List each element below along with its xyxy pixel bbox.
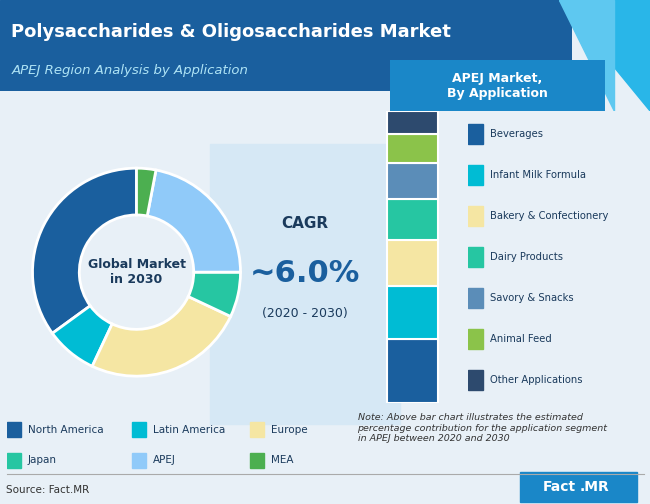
Bar	[387, 163, 438, 199]
Bar	[520, 472, 637, 502]
Text: Global Market
in 2030: Global Market in 2030	[88, 258, 185, 286]
Text: Bakery & Confectionery: Bakery & Confectionery	[490, 211, 608, 221]
Bar	[468, 247, 482, 267]
Text: (2020 - 2030): (2020 - 2030)	[262, 307, 348, 321]
Bar	[250, 422, 264, 437]
Bar	[468, 165, 482, 185]
Text: MEA: MEA	[271, 456, 294, 466]
Text: Latin America: Latin America	[153, 425, 226, 435]
Wedge shape	[136, 168, 156, 216]
Bar	[468, 206, 482, 226]
Text: Dairy Products: Dairy Products	[490, 252, 563, 262]
Wedge shape	[188, 272, 240, 317]
Bar	[387, 134, 438, 163]
Text: ~6.0%: ~6.0%	[250, 260, 360, 288]
Bar	[468, 369, 482, 390]
Text: .MR: .MR	[579, 480, 609, 494]
Wedge shape	[147, 170, 240, 272]
Bar	[468, 329, 482, 349]
Bar	[6, 453, 21, 468]
Bar	[468, 288, 482, 308]
Polygon shape	[559, 0, 650, 111]
Text: Other Applications: Other Applications	[490, 375, 582, 385]
FancyBboxPatch shape	[380, 58, 615, 113]
Bar	[468, 124, 482, 145]
Bar	[387, 199, 438, 239]
Text: APEJ: APEJ	[153, 456, 176, 466]
Text: Savory & Snacks: Savory & Snacks	[490, 293, 573, 303]
Wedge shape	[53, 306, 112, 366]
Text: Note: Above bar chart illustrates the estimated
percentage contribution for the : Note: Above bar chart illustrates the es…	[358, 413, 608, 444]
Bar	[6, 422, 21, 437]
Text: Europe: Europe	[271, 425, 307, 435]
Bar	[250, 453, 264, 468]
Text: Source: Fact.MR: Source: Fact.MR	[6, 485, 90, 495]
Text: Beverages: Beverages	[490, 129, 543, 139]
Polygon shape	[559, 0, 614, 111]
Bar	[387, 111, 438, 134]
Bar	[131, 453, 146, 468]
Text: Animal Feed: Animal Feed	[490, 334, 552, 344]
Bar	[387, 339, 438, 403]
Bar	[131, 422, 146, 437]
Text: Polysaccharides & Oligosaccharides Market: Polysaccharides & Oligosaccharides Marke…	[12, 23, 451, 41]
Wedge shape	[92, 296, 231, 376]
Text: Infant Milk Formula: Infant Milk Formula	[490, 170, 586, 180]
Polygon shape	[210, 144, 400, 424]
Text: North America: North America	[28, 425, 103, 435]
Text: CAGR: CAGR	[281, 216, 328, 231]
Wedge shape	[32, 168, 136, 333]
Bar	[387, 239, 438, 286]
Text: APEJ Region Analysis by Application: APEJ Region Analysis by Application	[12, 65, 248, 77]
Text: APEJ Market,
By Application: APEJ Market, By Application	[447, 72, 548, 100]
Bar	[387, 286, 438, 339]
Text: Japan: Japan	[28, 456, 57, 466]
Text: Fact: Fact	[543, 480, 576, 494]
